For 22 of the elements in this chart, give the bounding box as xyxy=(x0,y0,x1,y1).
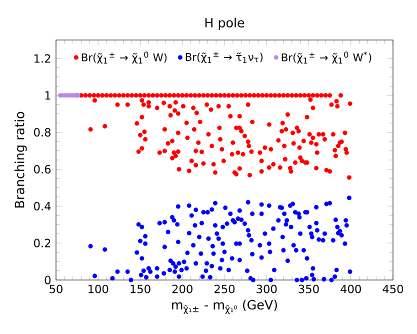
y-tick-label: 0.2 xyxy=(34,238,50,248)
y-tick-label: 0 xyxy=(44,276,51,284)
x-axis-title: m$_{χ̃₁±}$ - m$_{χ̃₁⁰}$ (GeV) xyxy=(172,300,277,314)
x-tick-label: 300 xyxy=(256,284,277,294)
text: Br(χ̃$_{1}$$^{±}$ → χ̃$_{1}$$^{0}$ W$^{*}$) xyxy=(282,52,372,64)
y-tick-label: 0.6 xyxy=(34,164,51,174)
legend-label: Br(χ̃$_{1}$$^{±}$ → τ̃$_{1}$ν$_{τ}$) xyxy=(186,52,263,64)
chart-title: H pole xyxy=(205,18,244,30)
x-tick-label: 400 xyxy=(340,284,361,294)
x-tick-label: 450 xyxy=(382,284,404,294)
y-tick-label: 1.2 xyxy=(34,54,50,63)
x-tick-label: 200 xyxy=(172,284,192,294)
legend-label: Br(χ̃$_{1}$$^{±}$ → χ̃$_{1}$$^{0}$ W) xyxy=(82,52,167,64)
y-tick-label: 1 xyxy=(45,91,50,100)
x-tick-label: 100 xyxy=(88,284,108,294)
x-tick-label: 150 xyxy=(130,284,150,294)
y-tick-label: 0.4 xyxy=(34,202,51,210)
x-tick-label: 250 xyxy=(214,284,235,294)
y-tick-label: 0.8 xyxy=(34,128,51,137)
x-tick-label: 50 xyxy=(50,284,62,294)
y-axis-title: Branching ratio xyxy=(14,112,27,208)
x-tick-label: 350 xyxy=(298,284,319,294)
